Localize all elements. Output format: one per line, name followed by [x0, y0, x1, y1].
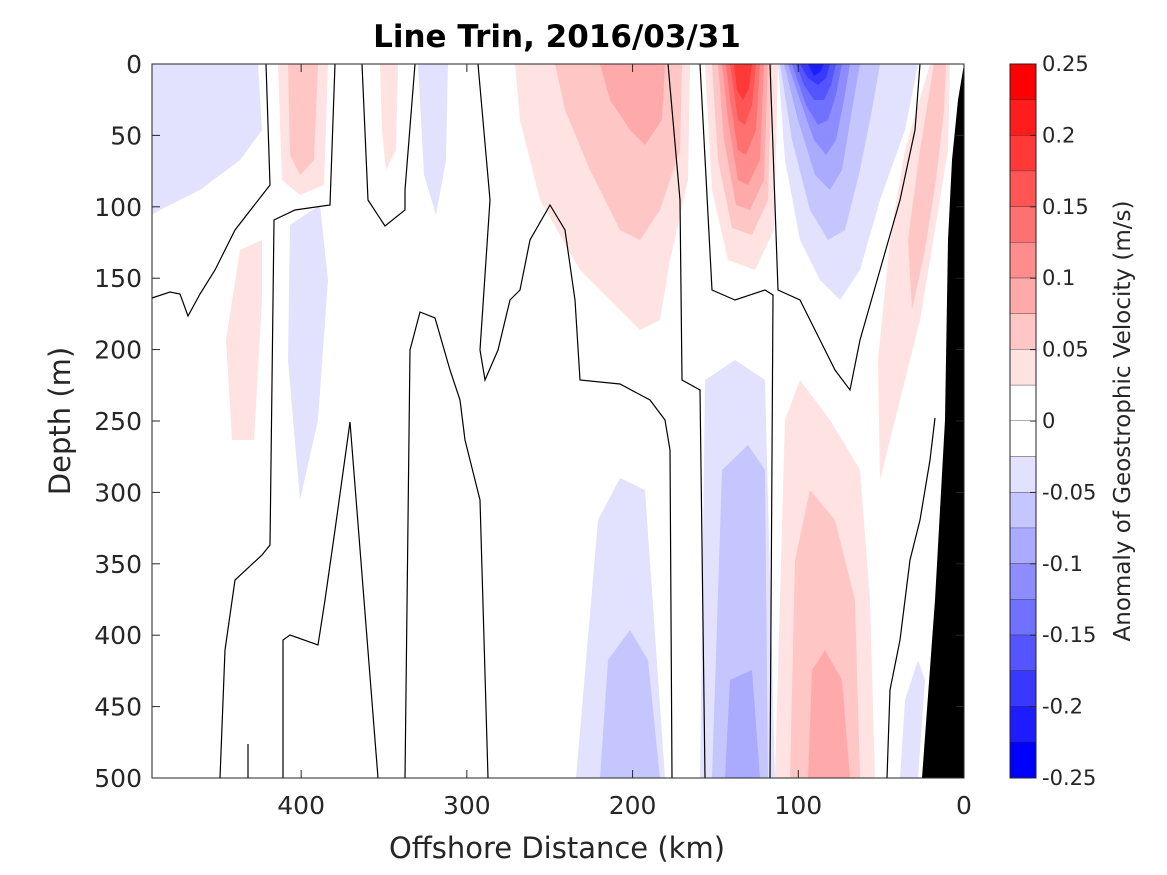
y-axis-label: Depth (m): [43, 347, 77, 495]
colorbar-level: [1010, 99, 1036, 136]
y-tick-label: 450: [94, 693, 142, 722]
colorbar-level: [1010, 670, 1036, 707]
region-positive-400-core: [288, 64, 318, 175]
zero-contour-coast: [886, 417, 936, 779]
x-tick-label: 300: [443, 791, 491, 820]
region-offshore-negative-inner: [232, 64, 248, 150]
y-tick-label: 400: [94, 621, 142, 650]
chart-title: Line Trin, 2016/03/31: [373, 19, 741, 55]
region-positive-jet-7: [734, 64, 752, 100]
colorbar-level: [1010, 278, 1036, 314]
colorbar-level: [1010, 492, 1036, 529]
colorbar-label: Anomaly of Geostrophic Velocity (m/s): [1110, 201, 1136, 642]
x-axis: 400 300 200 100 0: [277, 64, 972, 820]
zero-contour-100: [769, 63, 921, 392]
colorbar-level: [1010, 242, 1036, 279]
region-negative-deep-135-core: [712, 445, 768, 778]
y-tick-label: 350: [94, 550, 142, 579]
zero-contour-350: [361, 63, 416, 227]
colorbar-level: [1010, 385, 1036, 421]
zero-contour-290: [477, 63, 673, 779]
colorbar-level: [1010, 64, 1036, 100]
colorbar-tick-label: -0.1: [1042, 552, 1083, 576]
colorbar-tick-label: 0.25: [1042, 52, 1089, 76]
region-positive-deep-90-core2: [808, 650, 850, 778]
region-positive-mid-offshore: [226, 240, 262, 440]
region-negative-coast-deep: [900, 660, 925, 778]
y-tick-label: 500: [94, 764, 142, 793]
region-negative-deep-135-core2: [725, 670, 760, 778]
colorbar-tick-label: 0: [1042, 409, 1055, 433]
region-offshore-negative: [152, 64, 262, 215]
region-positive-200-core2: [600, 64, 665, 145]
zero-contour-135: [699, 63, 774, 779]
colorbar-level: [1010, 421, 1036, 457]
y-tick-label: 300: [94, 478, 142, 507]
colorbar-level: [1010, 635, 1036, 671]
y-tick-label: 250: [94, 407, 142, 436]
colorbar-level: [1010, 742, 1036, 778]
colorbar-level: [1010, 563, 1036, 600]
zero-contour-400: [219, 63, 336, 779]
colorbar-tick-label: -0.05: [1042, 480, 1096, 504]
zero-contour-370: [247, 421, 379, 779]
x-tick-label: 0: [956, 791, 972, 820]
y-tick-label: 200: [94, 336, 142, 365]
colorbar-level: [1010, 528, 1036, 564]
colorbar: 0.25 0.2 0.15 0.1 0.05 0 -0.05 -0.1 -0.15 -0.2 -0.…: [1009, 52, 1096, 790]
x-tick-label: 100: [774, 791, 822, 820]
colorbar-level: [1010, 313, 1036, 350]
colorbar-level: [1010, 206, 1036, 243]
region-positive-370: [380, 64, 398, 170]
colorbar-tick-label: -0.15: [1042, 623, 1096, 647]
colorbar-tick-label: 0.05: [1042, 338, 1089, 362]
colorbar-level: [1010, 349, 1036, 386]
colorbar-tick-label: -0.25: [1042, 766, 1096, 790]
zero-contour-330: [404, 311, 489, 779]
colorbar-level: [1010, 706, 1036, 743]
colorbar-level: [1010, 599, 1036, 636]
x-axis-label: Offshore Distance (km): [389, 831, 725, 865]
colorbar-tick-label: -0.2: [1042, 695, 1083, 719]
y-tick-label: 100: [94, 193, 142, 222]
x-tick-label: 400: [277, 791, 325, 820]
colorbar-tick-label: 0.15: [1042, 195, 1089, 219]
x-tick-label: 200: [609, 791, 657, 820]
y-axis: 0 50 100 150 200 250 300 350 400 450 500: [94, 50, 964, 793]
bathymetry-wedge: [922, 64, 964, 778]
region-negative-mid-offshore: [288, 205, 328, 500]
region-negative-deep-210-core: [600, 630, 660, 778]
zero-contours: [151, 63, 936, 779]
colorbar-level: [1010, 456, 1036, 493]
y-tick-label: 0: [126, 50, 142, 79]
colorbar-level: [1010, 171, 1036, 207]
y-tick-label: 150: [94, 264, 142, 293]
region-negative-jet-8: [808, 64, 824, 76]
colorbar-tick-label: 0.1: [1042, 266, 1075, 290]
colorbar-level: [1010, 135, 1036, 172]
region-positive-shelf-core: [908, 64, 946, 310]
colorbar-tick-label: 0.2: [1042, 123, 1075, 147]
velocity-anomaly-fill: [152, 64, 950, 778]
zero-contour-170: [667, 63, 706, 779]
y-tick-label: 50: [110, 121, 142, 150]
zero-contour-offshore: [151, 63, 271, 318]
plot-area: [151, 63, 965, 779]
region-negative-330: [418, 64, 448, 215]
